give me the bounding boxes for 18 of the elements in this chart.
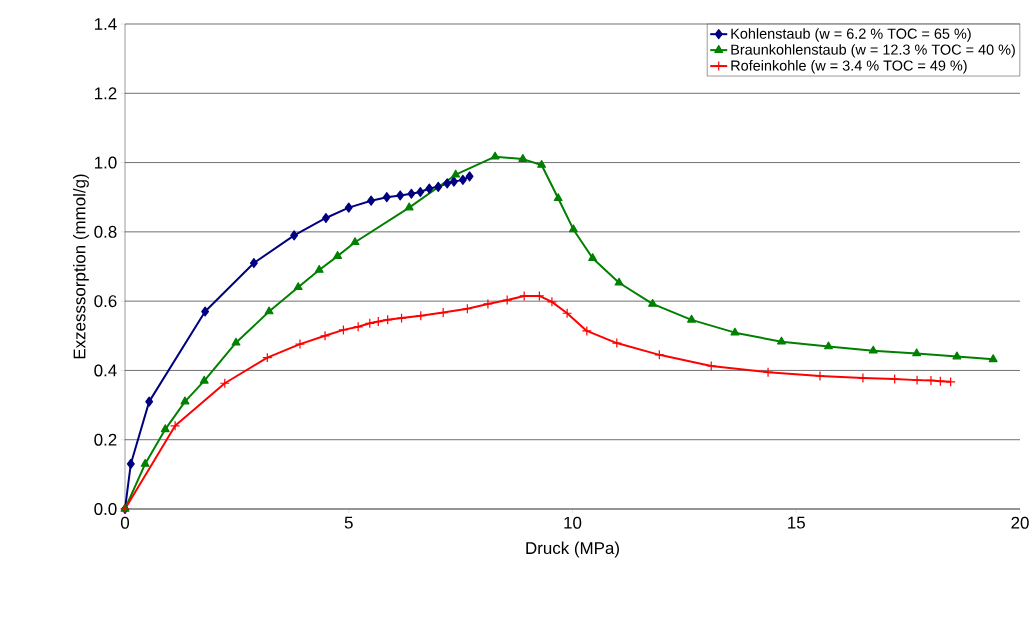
y-tick-label: 0.4 [94, 364, 117, 377]
legend-label: Kohlenstaub (w = 6.2 % TOC = 65 %) [731, 28, 971, 42]
y-tick-label: 0.0 [94, 503, 117, 515]
x-axis-title: Druck (MPa) [526, 541, 619, 558]
x-tick-label: 0 [120, 516, 130, 529]
y-tick-label: 0.6 [94, 295, 117, 308]
y-axis-title: Exzesssorption (mmol/g) [73, 174, 89, 359]
legend-label: Rofeinkohle (w = 3.4 % TOC = 49 %) [731, 60, 967, 74]
y-tick-label: 1.0 [94, 156, 117, 169]
x-tick-label: 10 [564, 516, 582, 529]
x-tick-label: 5 [344, 516, 353, 529]
y-tick-label: 1.2 [94, 87, 117, 100]
x-tick-label: 20 [1011, 516, 1029, 529]
y-tick-label: 0.8 [94, 225, 117, 238]
legend-label: Braunkohlenstaub (w = 12.3 % TOC = 40 %) [731, 44, 1015, 58]
y-tick-label: 1.4 [94, 18, 117, 30]
y-tick-label: 0.2 [94, 433, 117, 446]
x-tick-label: 15 [788, 516, 805, 529]
